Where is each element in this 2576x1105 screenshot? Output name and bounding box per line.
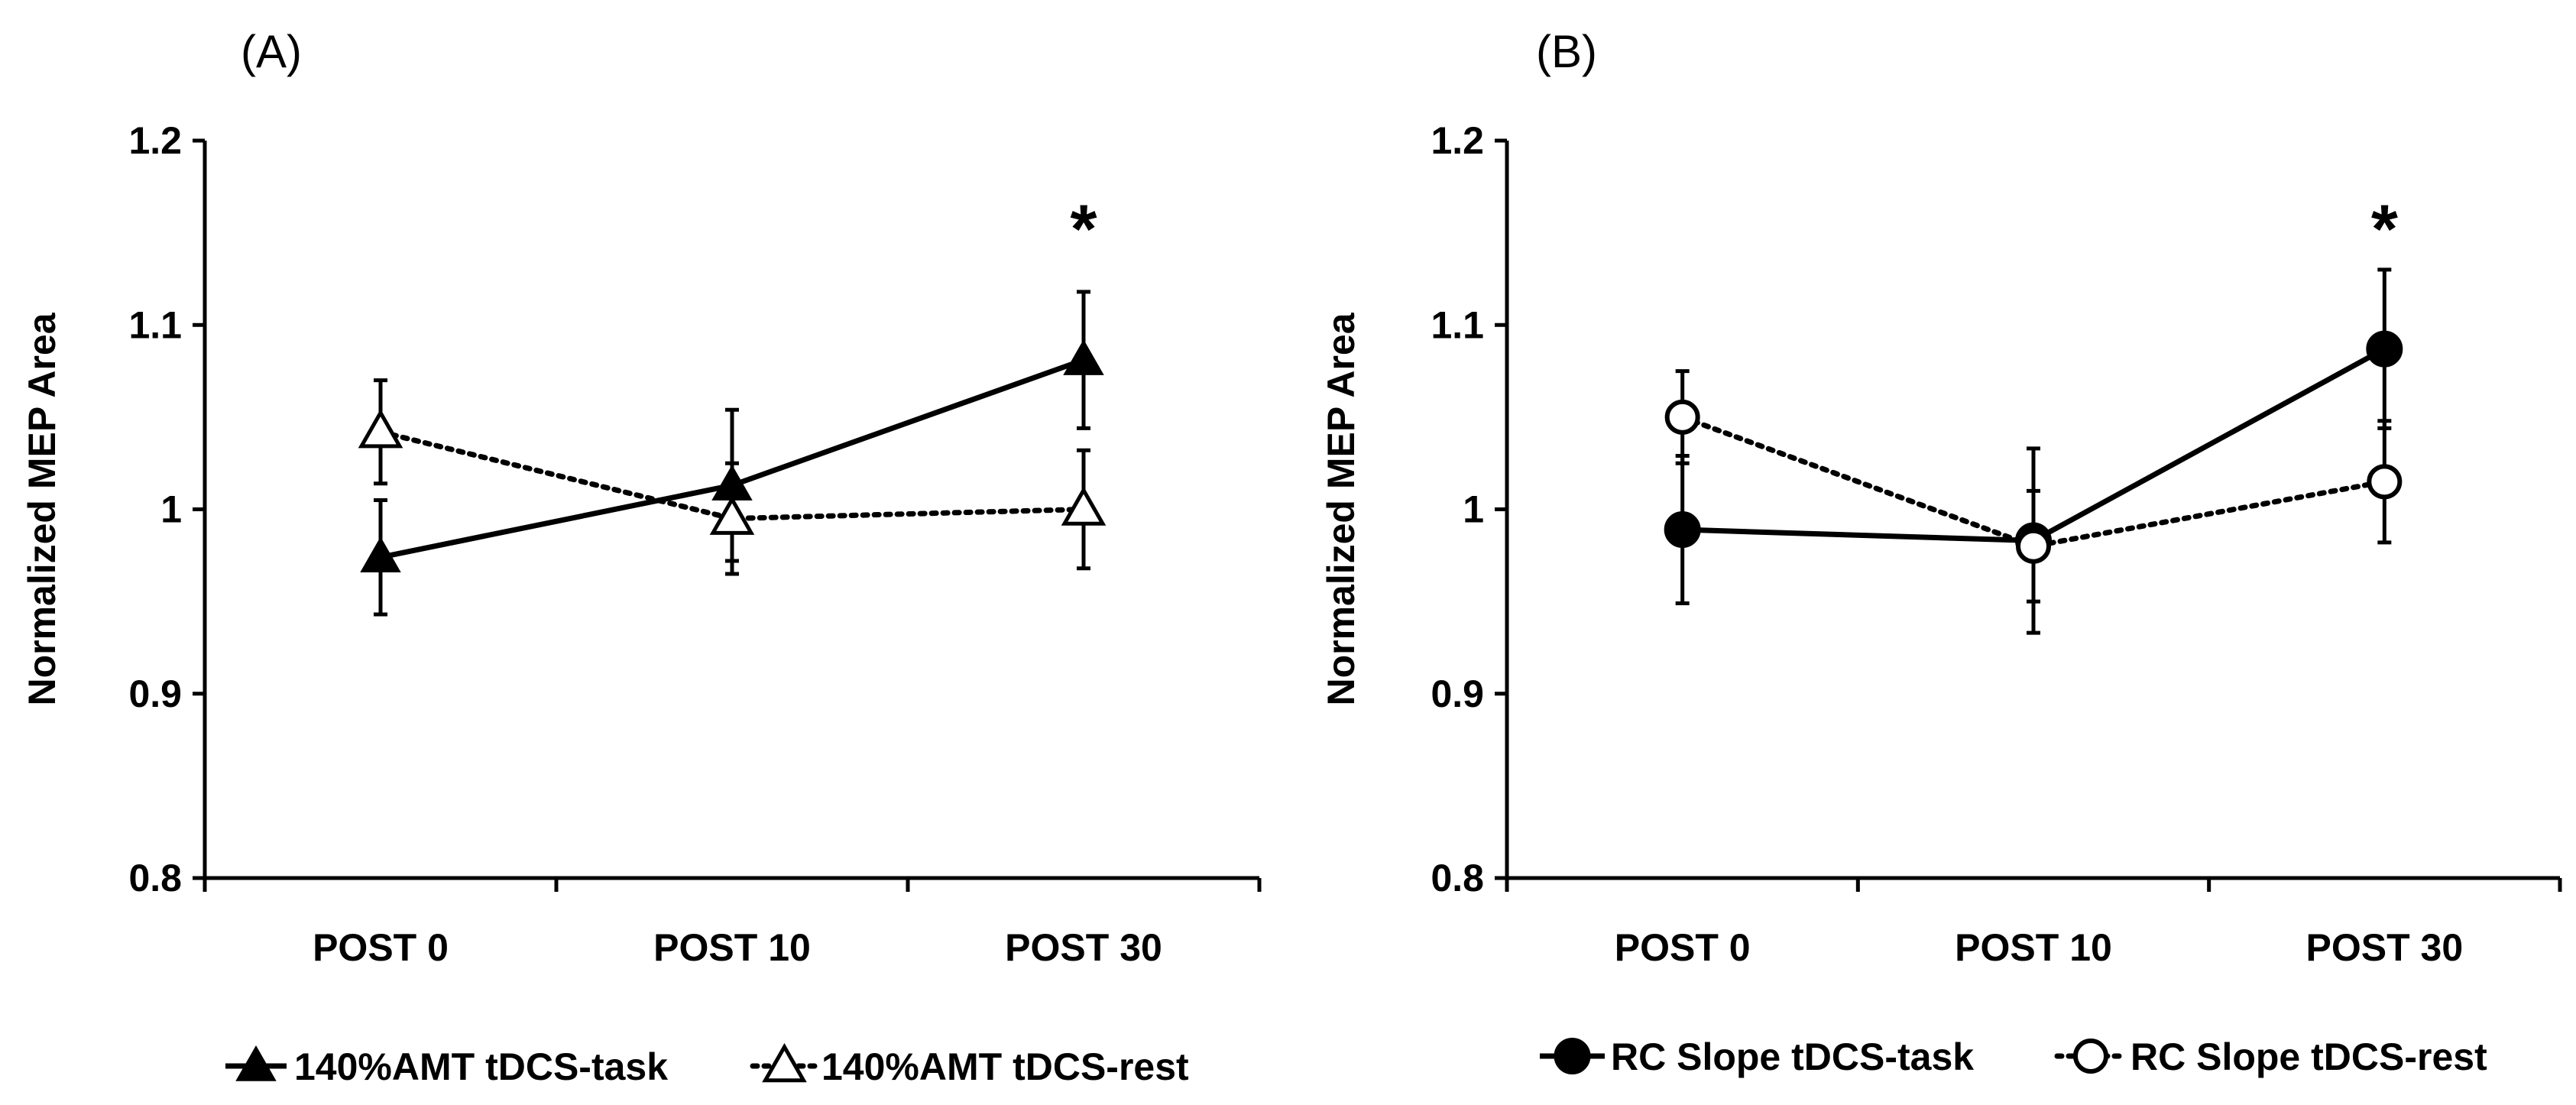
y-tick-label: 1.1 [1431, 303, 1484, 346]
y-axis-label: Normalized MEP Area [21, 312, 63, 705]
x-tick-label: POST 30 [2306, 926, 2464, 969]
y-axis-label: Normalized MEP Area [1320, 312, 1363, 705]
data-point [2367, 464, 2403, 500]
data-point [709, 495, 755, 535]
data-point [1664, 399, 1700, 435]
y-tick-label: 1.1 [128, 303, 182, 346]
panel-label: (A) [241, 26, 302, 77]
y-tick-label: 1 [1463, 488, 1484, 531]
y-tick-label: 0.8 [128, 857, 182, 899]
legend-marker [2073, 1039, 2108, 1074]
data-point [358, 409, 403, 449]
y-tick-label: 0.8 [1431, 857, 1484, 899]
legend-label: 140%AMT tDCS-task [294, 1045, 668, 1088]
panel-a: (A) 0.8 0.9 1 1.1 1.2 POST 0 POST 10 POST 30 Norm… [21, 26, 1262, 1088]
data-point [1664, 511, 1701, 549]
data-point [2366, 330, 2403, 368]
x-tick-label: POST 10 [653, 926, 811, 969]
data-point [2016, 528, 2051, 564]
significance-annotation: * [2371, 192, 2398, 268]
data-point [1061, 486, 1107, 526]
data-point [360, 536, 401, 572]
legend-label: 140%AMT tDCS-rest [821, 1045, 1189, 1088]
panel-b: (B) 0.8 0.9 1 1.1 1.2 POST 0 POST 10 POST 30 Norm… [1320, 26, 2562, 1078]
legend-label: RC Slope tDCS-task [1611, 1035, 1974, 1078]
x-tick-label: POST 30 [1005, 926, 1162, 969]
legend-marker [235, 1045, 277, 1081]
y-tick-label: 1.2 [128, 119, 182, 162]
legend-label: RC Slope tDCS-rest [2130, 1035, 2487, 1078]
significance-annotation: * [1070, 192, 1097, 268]
series-1 [1664, 369, 2403, 604]
y-tick-label: 0.9 [128, 672, 182, 715]
legend-marker [1554, 1038, 1591, 1074]
legend-marker [762, 1042, 807, 1083]
data-point [1063, 339, 1104, 375]
x-tick-label: POST 0 [313, 926, 449, 969]
x-tick-label: POST 10 [1955, 926, 2112, 969]
y-tick-label: 1.2 [1431, 119, 1484, 162]
x-tick-label: POST 0 [1615, 926, 1751, 969]
panel-label: (B) [1536, 26, 1597, 77]
y-tick-label: 0.9 [1431, 672, 1484, 715]
series-1 [358, 378, 1107, 576]
y-tick-label: 1 [160, 488, 182, 531]
